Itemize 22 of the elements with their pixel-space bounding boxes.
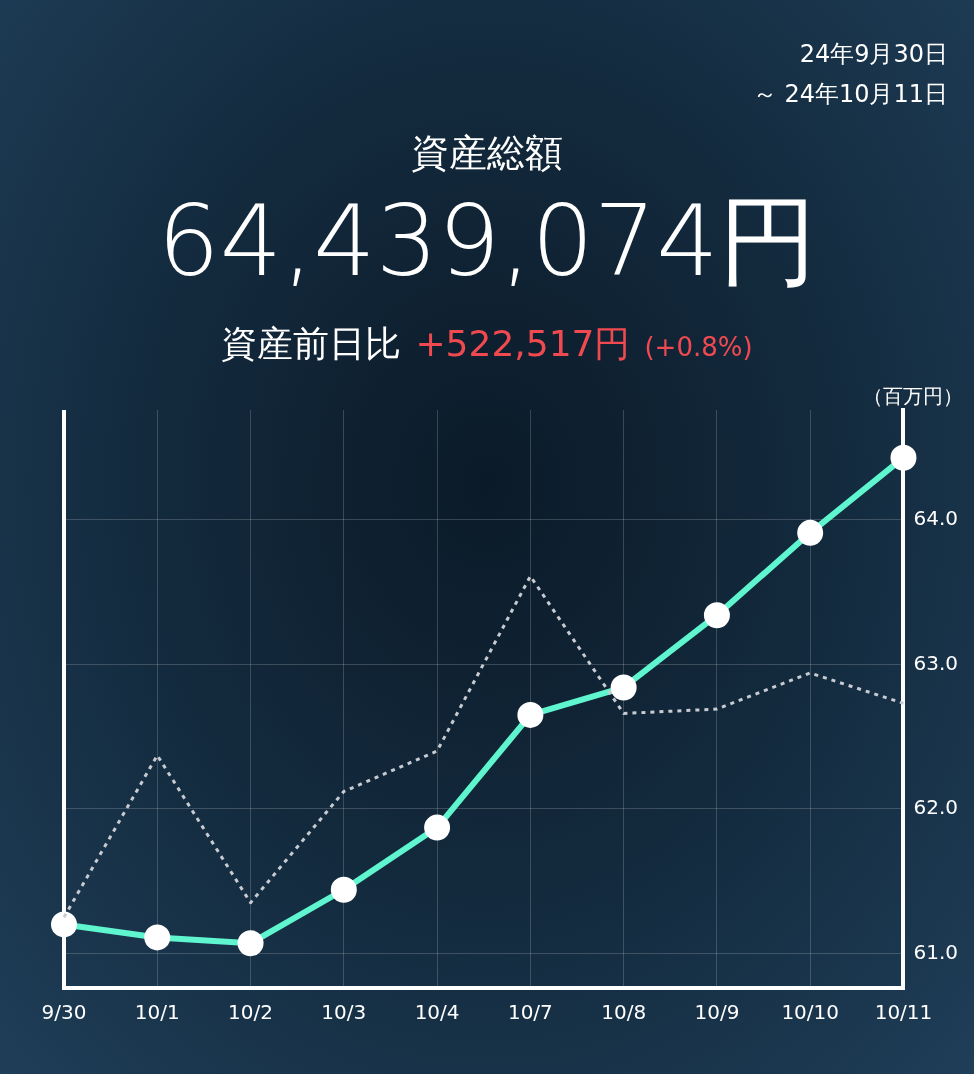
text: 24年9月30日	[798, 39, 948, 70]
y-tick-label: 63.0	[913, 650, 958, 675]
x-tick-label: 10/2	[228, 1000, 274, 1025]
chart-title: 資産総額	[410, 130, 564, 177]
text: 資産前日比	[221, 323, 402, 364]
text: +522,517円	[415, 323, 631, 364]
x-tick-label: 10/7	[507, 1000, 553, 1025]
text: (+0.8%)	[644, 332, 753, 362]
x-tick-label: 9/30	[41, 1000, 87, 1025]
chart-subtitle: 64,439,074円	[156, 184, 818, 298]
x-tick-label: 10/4	[414, 1000, 460, 1025]
x-tick-label: 10/3	[321, 1000, 367, 1025]
x-tick-label: 10/8	[601, 1000, 647, 1025]
y-tick-label: 64.0	[913, 506, 958, 531]
y-tick-label: 61.0	[913, 939, 958, 964]
text: ～ 24年10月11日	[752, 79, 948, 110]
y-axis-title: （百万円）	[863, 384, 964, 409]
x-tick-label: 10/1	[134, 1000, 180, 1025]
y-tick-label: 62.0	[913, 795, 958, 820]
x-tick-label: 10/9	[694, 1000, 740, 1025]
x-tick-label: 10/11	[874, 1000, 933, 1025]
x-tick-label: 10/10	[781, 1000, 840, 1025]
